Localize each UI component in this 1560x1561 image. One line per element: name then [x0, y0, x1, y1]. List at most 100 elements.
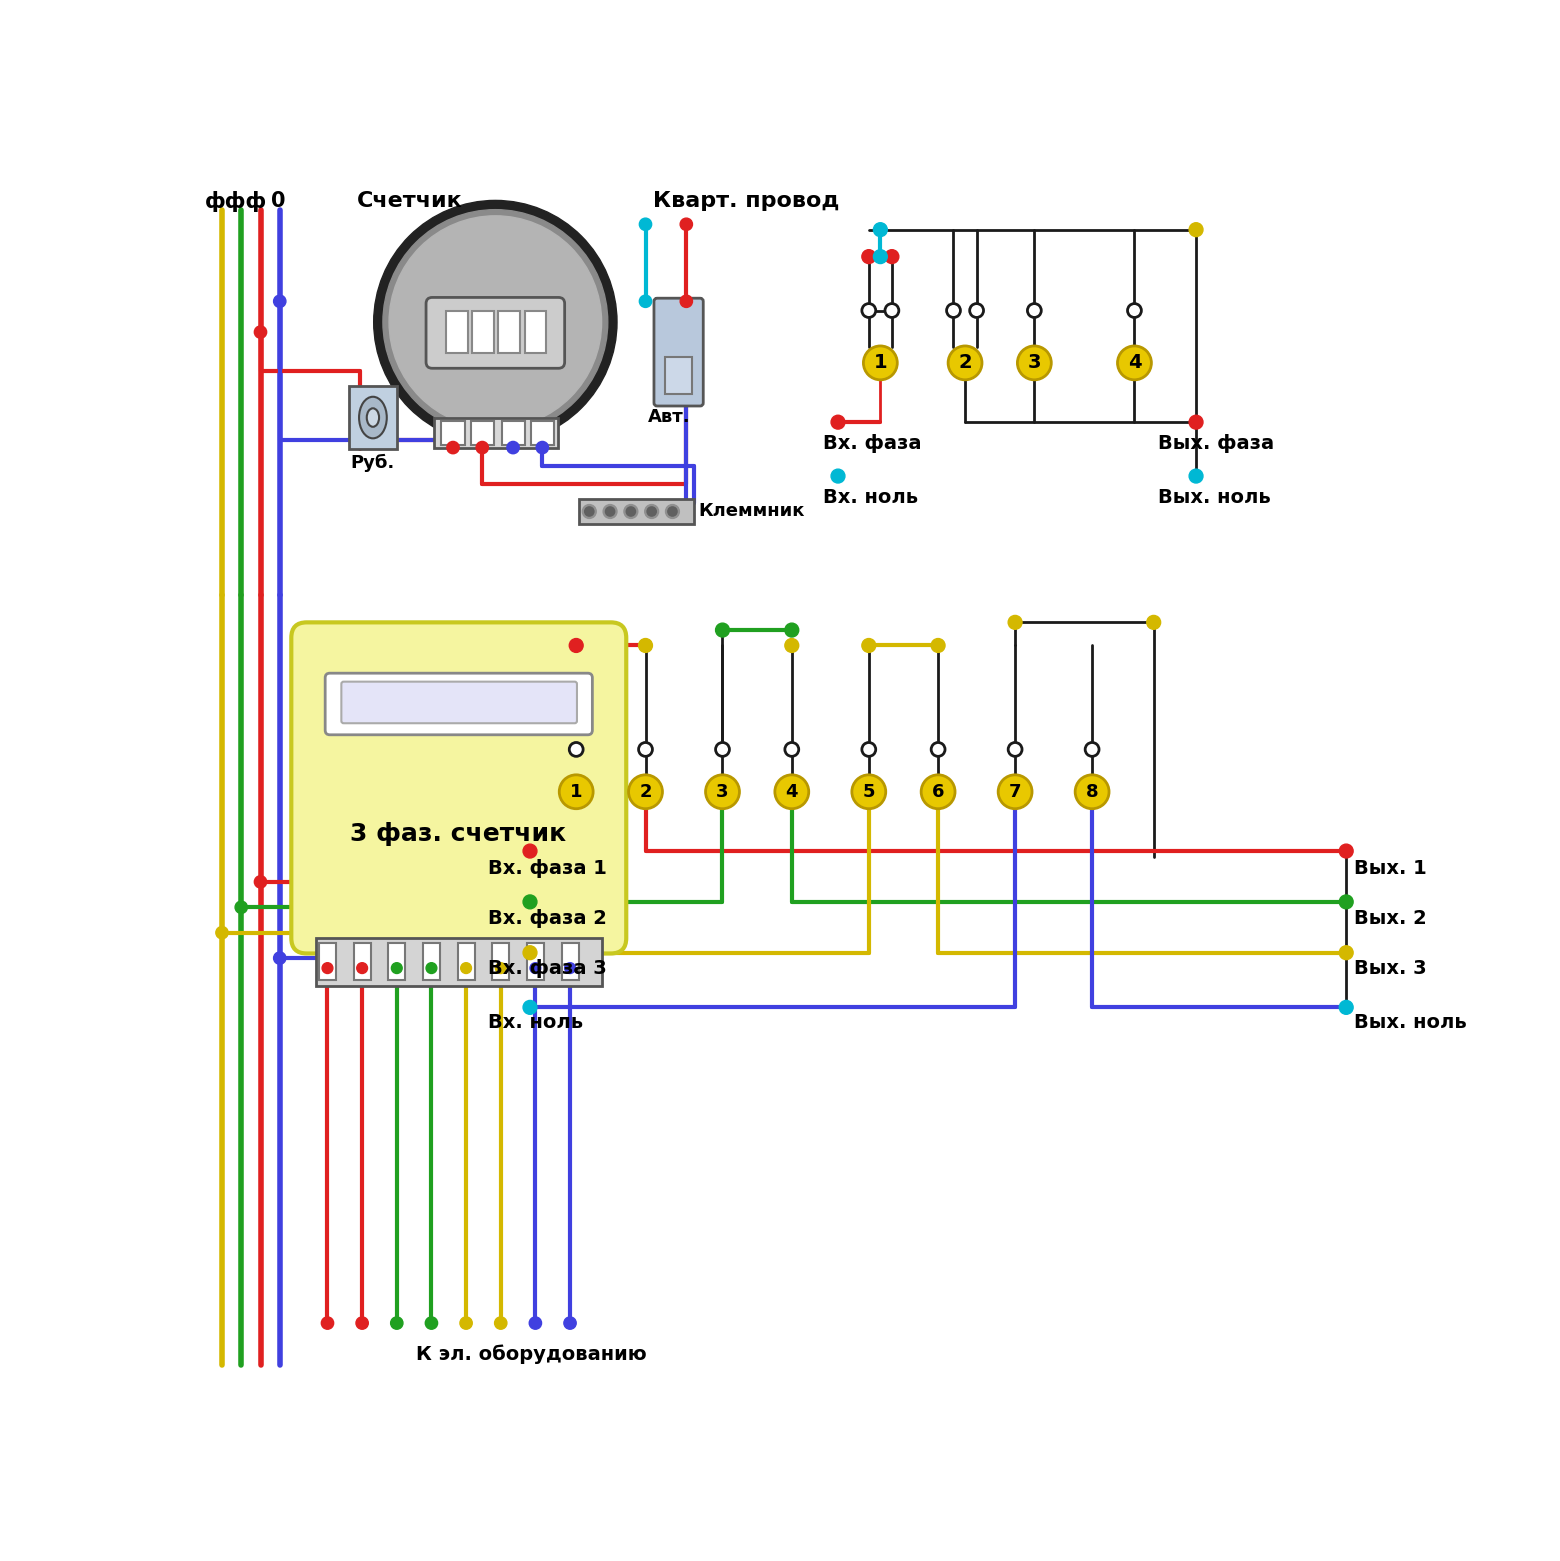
Circle shape: [640, 219, 652, 231]
Text: Вых. 3: Вых. 3: [1354, 960, 1426, 979]
Circle shape: [1340, 894, 1353, 909]
Bar: [493, 943, 509, 980]
Circle shape: [1008, 743, 1022, 757]
Circle shape: [426, 963, 437, 974]
Bar: [457, 943, 474, 980]
Circle shape: [1128, 303, 1142, 317]
Circle shape: [626, 507, 635, 517]
Circle shape: [496, 963, 505, 974]
Circle shape: [885, 303, 899, 317]
Circle shape: [563, 1317, 576, 1330]
Circle shape: [374, 200, 618, 443]
Circle shape: [931, 743, 945, 757]
Circle shape: [947, 303, 961, 317]
Circle shape: [460, 1317, 473, 1330]
Circle shape: [530, 963, 541, 974]
FancyBboxPatch shape: [654, 298, 704, 406]
Circle shape: [638, 638, 652, 652]
Bar: [530, 421, 554, 445]
Bar: [501, 421, 524, 445]
Circle shape: [565, 963, 576, 974]
Text: 3: 3: [716, 782, 729, 801]
Text: Вых. ноль: Вых. ноль: [1354, 1013, 1466, 1032]
Circle shape: [861, 250, 875, 264]
Circle shape: [998, 774, 1033, 809]
Bar: [318, 943, 335, 980]
Text: 2: 2: [958, 353, 972, 373]
Text: 3 фаз. счетчик: 3 фаз. счетчик: [351, 823, 566, 846]
Circle shape: [1086, 743, 1100, 757]
Circle shape: [680, 219, 693, 231]
Text: К эл. оборудованию: К эл. оборудованию: [417, 1344, 647, 1364]
Text: 5: 5: [863, 782, 875, 801]
Circle shape: [874, 250, 888, 264]
Circle shape: [785, 623, 799, 637]
Circle shape: [716, 743, 730, 757]
Circle shape: [523, 946, 537, 960]
Circle shape: [931, 638, 945, 652]
Circle shape: [446, 442, 459, 454]
Circle shape: [569, 743, 583, 757]
Bar: [473, 311, 495, 353]
Text: Клеммник: Клеммник: [699, 503, 805, 520]
Circle shape: [321, 1317, 334, 1330]
Bar: [499, 311, 519, 353]
Circle shape: [861, 303, 875, 317]
Text: 1: 1: [569, 782, 582, 801]
Circle shape: [382, 209, 608, 434]
FancyBboxPatch shape: [292, 623, 626, 954]
Circle shape: [236, 901, 248, 913]
Circle shape: [785, 743, 799, 757]
Circle shape: [716, 623, 730, 637]
Text: Авт.: Авт.: [647, 407, 691, 426]
Text: 6: 6: [931, 782, 944, 801]
Circle shape: [1075, 774, 1109, 809]
Circle shape: [1117, 347, 1151, 379]
Circle shape: [585, 507, 594, 517]
Circle shape: [388, 215, 602, 428]
Circle shape: [558, 774, 593, 809]
Circle shape: [273, 295, 285, 308]
Circle shape: [569, 638, 583, 652]
Circle shape: [861, 638, 875, 652]
Text: Счетчик: Счетчик: [357, 190, 462, 211]
Bar: [665, 357, 693, 393]
Text: Вх. ноль: Вх. ноль: [822, 489, 917, 507]
Bar: [388, 943, 406, 980]
Bar: [446, 311, 468, 353]
Text: Вых. 1: Вых. 1: [1354, 859, 1427, 879]
Circle shape: [644, 504, 658, 518]
Text: Вх. фаза 1: Вх. фаза 1: [488, 859, 607, 879]
Circle shape: [885, 250, 899, 264]
Circle shape: [604, 504, 618, 518]
FancyBboxPatch shape: [324, 673, 593, 735]
Text: Вх. ноль: Вх. ноль: [488, 1013, 583, 1032]
Circle shape: [920, 774, 955, 809]
Bar: [524, 311, 546, 353]
Circle shape: [273, 952, 285, 965]
Circle shape: [666, 504, 679, 518]
Bar: [349, 386, 396, 450]
Circle shape: [668, 507, 677, 517]
Circle shape: [1017, 347, 1051, 379]
Circle shape: [426, 1317, 438, 1330]
Bar: [441, 421, 465, 445]
Bar: [527, 943, 544, 980]
Circle shape: [785, 638, 799, 652]
Circle shape: [254, 326, 267, 339]
Text: 8: 8: [1086, 782, 1098, 801]
Circle shape: [831, 470, 846, 482]
FancyBboxPatch shape: [342, 682, 577, 723]
Circle shape: [874, 223, 888, 237]
Text: 4: 4: [1128, 353, 1142, 373]
Text: Вх. фаза: Вх. фаза: [822, 434, 920, 453]
Circle shape: [1189, 223, 1203, 237]
Circle shape: [529, 1317, 541, 1330]
Text: Кварт. провод: Кварт. провод: [654, 190, 839, 211]
Circle shape: [357, 963, 368, 974]
Text: 2: 2: [640, 782, 652, 801]
Circle shape: [852, 774, 886, 809]
Circle shape: [392, 963, 402, 974]
FancyBboxPatch shape: [426, 298, 565, 368]
Circle shape: [390, 1317, 402, 1330]
